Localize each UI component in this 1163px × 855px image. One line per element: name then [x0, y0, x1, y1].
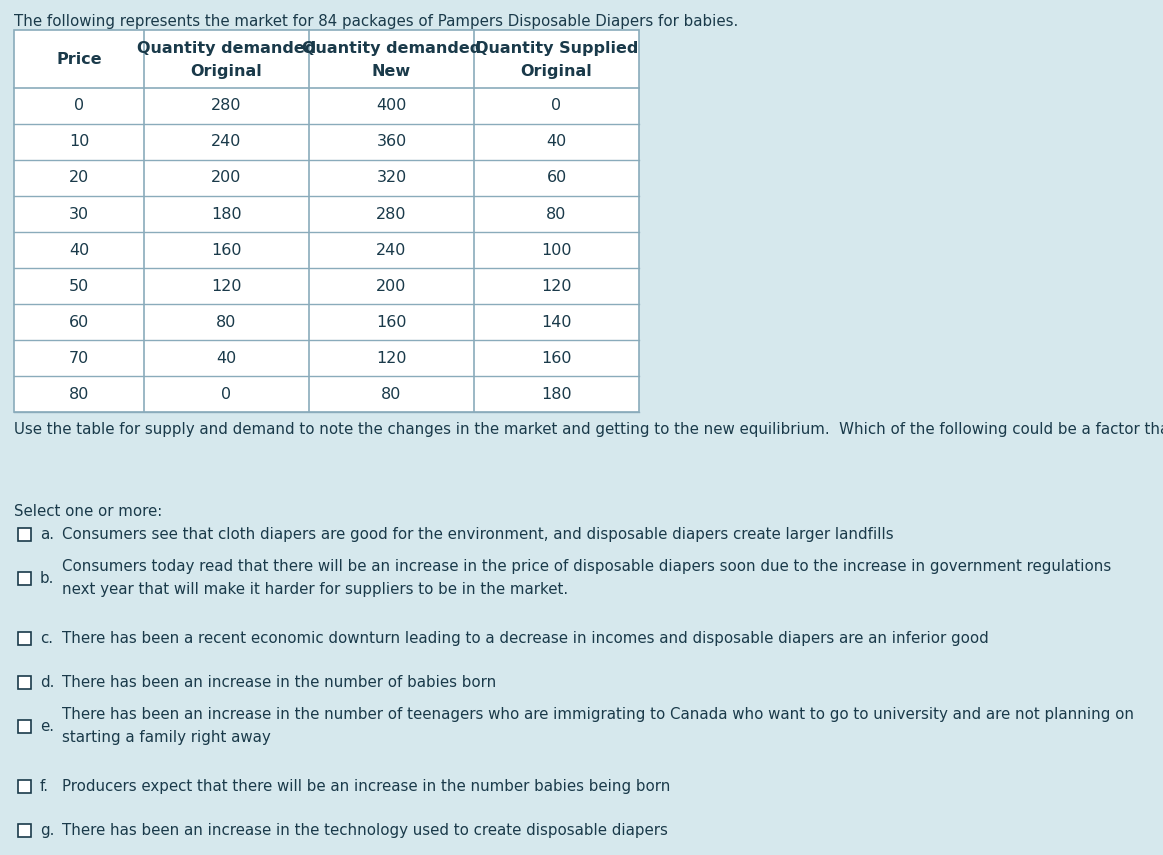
Text: 360: 360: [377, 134, 407, 150]
Text: The following represents the market for 84 packages of Pampers Disposable Diaper: The following represents the market for …: [14, 14, 739, 29]
Text: Price: Price: [56, 51, 102, 67]
Text: 20: 20: [69, 170, 90, 186]
Text: b.: b.: [40, 570, 55, 586]
Text: 200: 200: [377, 279, 407, 293]
Bar: [17, 720, 31, 733]
Text: 240: 240: [212, 134, 242, 150]
Text: 160: 160: [541, 351, 572, 365]
Text: 30: 30: [69, 207, 90, 221]
Text: There has been a recent economic downturn leading to a decrease in incomes and d: There has been a recent economic downtur…: [62, 630, 989, 646]
Text: 40: 40: [69, 243, 90, 257]
Text: a.: a.: [40, 527, 53, 541]
Bar: [17, 780, 31, 793]
Text: 400: 400: [377, 98, 407, 114]
Text: 200: 200: [212, 170, 242, 186]
Text: There has been an increase in the number of teenagers who are immigrating to Can: There has been an increase in the number…: [62, 707, 1134, 745]
Text: 80: 80: [69, 386, 90, 402]
Text: 80: 80: [547, 207, 566, 221]
Text: 100: 100: [541, 243, 572, 257]
Text: 180: 180: [541, 386, 572, 402]
Text: Original: Original: [191, 64, 263, 80]
Text: 0: 0: [74, 98, 84, 114]
Text: Original: Original: [521, 64, 592, 80]
Text: There has been an increase in the technology used to create disposable diapers: There has been an increase in the techno…: [62, 823, 668, 838]
Text: 0: 0: [551, 98, 562, 114]
Text: 120: 120: [377, 351, 407, 365]
Text: 280: 280: [212, 98, 242, 114]
Bar: [17, 571, 31, 585]
Text: c.: c.: [40, 630, 53, 646]
Text: 40: 40: [216, 351, 236, 365]
Text: 70: 70: [69, 351, 90, 365]
Text: Use the table for supply and demand to note the changes in the market and gettin: Use the table for supply and demand to n…: [14, 422, 1163, 437]
Text: Select one or more:: Select one or more:: [14, 504, 163, 519]
Text: Quantity demanded: Quantity demanded: [137, 41, 316, 56]
Text: 60: 60: [547, 170, 566, 186]
Text: 280: 280: [377, 207, 407, 221]
Text: 50: 50: [69, 279, 90, 293]
Bar: [14, 30, 638, 412]
Text: e.: e.: [40, 718, 53, 734]
Text: f.: f.: [40, 779, 49, 793]
Text: 160: 160: [377, 315, 407, 329]
Text: Consumers see that cloth diapers are good for the environment, and disposable di: Consumers see that cloth diapers are goo…: [62, 527, 893, 541]
Text: 80: 80: [216, 315, 237, 329]
Text: g.: g.: [40, 823, 55, 838]
Text: d.: d.: [40, 675, 55, 689]
Bar: [17, 823, 31, 836]
Text: Producers expect that there will be an increase in the number babies being born: Producers expect that there will be an i…: [62, 779, 670, 793]
Text: 240: 240: [377, 243, 407, 257]
Text: 120: 120: [212, 279, 242, 293]
Text: 40: 40: [547, 134, 566, 150]
Text: 180: 180: [212, 207, 242, 221]
Bar: [17, 528, 31, 540]
Bar: [17, 675, 31, 688]
Text: Consumers today read that there will be an increase in the price of disposable d: Consumers today read that there will be …: [62, 559, 1112, 597]
Text: There has been an increase in the number of babies born: There has been an increase in the number…: [62, 675, 497, 689]
Text: 80: 80: [381, 386, 401, 402]
Text: 320: 320: [377, 170, 407, 186]
Text: Quantity demanded: Quantity demanded: [302, 41, 481, 56]
Text: 60: 60: [69, 315, 90, 329]
Text: New: New: [372, 64, 411, 80]
Text: 160: 160: [212, 243, 242, 257]
Text: Quantity Supplied: Quantity Supplied: [475, 41, 638, 56]
Text: 120: 120: [541, 279, 572, 293]
Bar: [17, 632, 31, 645]
Text: 0: 0: [221, 386, 231, 402]
Text: 140: 140: [541, 315, 572, 329]
Text: 10: 10: [69, 134, 90, 150]
